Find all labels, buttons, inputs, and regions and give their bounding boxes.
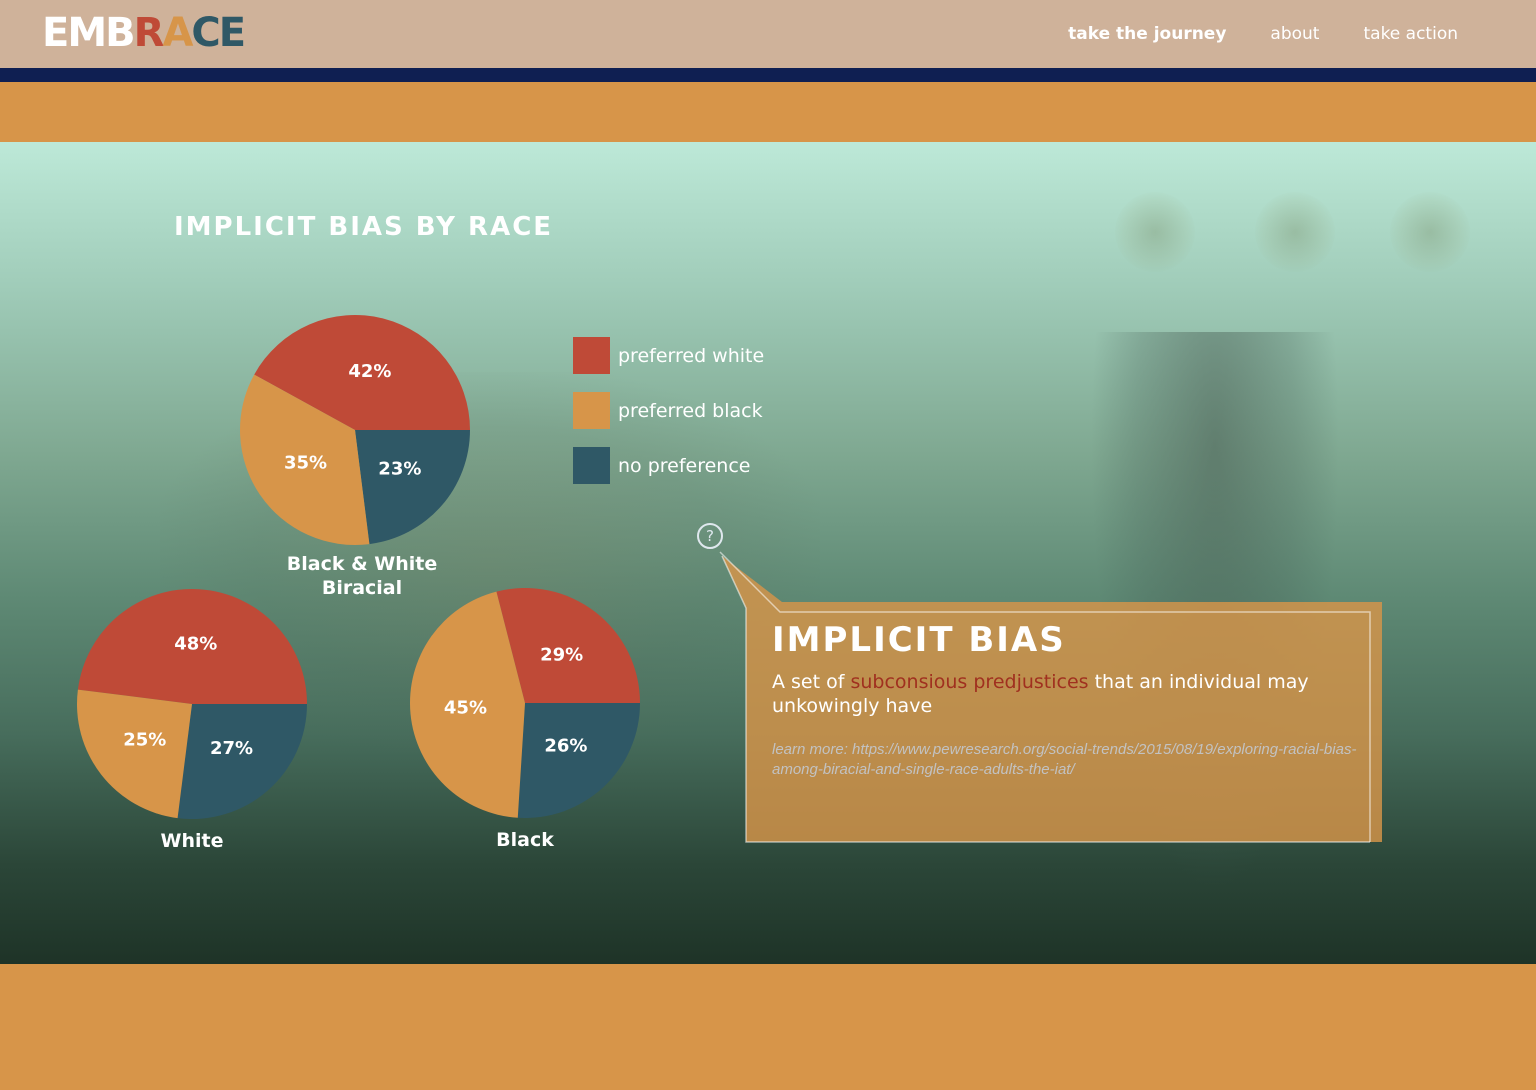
callout-description: A set of subconsious predjustices that a… xyxy=(772,670,1342,718)
logo-letter: E xyxy=(218,10,246,56)
logo-letter: C xyxy=(191,10,220,56)
logo-letter: M xyxy=(67,10,107,56)
legend-label: no preference xyxy=(618,454,751,477)
nav-take-action[interactable]: take action xyxy=(1363,24,1458,44)
pie-percent-label: 42% xyxy=(348,361,391,382)
callout-background xyxy=(722,556,1382,842)
desc-highlight: subconsious predjustices xyxy=(850,671,1089,693)
pie-title: Black xyxy=(496,829,554,851)
chart-legend: preferred white preferred black no prefe… xyxy=(573,337,764,502)
legend-item-preferred-black: preferred black xyxy=(573,392,764,429)
pie-slice-preferred-white xyxy=(496,588,640,703)
pie-slice-preferred-white xyxy=(254,314,470,430)
chart-title: IMPLICIT BIAS BY RACE xyxy=(174,212,554,242)
implicit-bias-callout: IMPLICIT BIAS A set of subconsious predj… xyxy=(746,610,1370,842)
pie-percent-label: 26% xyxy=(544,736,587,757)
logo-letter: E xyxy=(42,10,69,56)
logo-letter: A xyxy=(162,10,193,56)
logo-letter: R xyxy=(133,10,165,56)
pie-slice-no-preference xyxy=(355,430,470,545)
legend-swatch xyxy=(573,447,610,484)
pie-title: Black & White xyxy=(287,553,437,575)
callout-border xyxy=(719,551,1371,842)
logo-letter: B xyxy=(105,10,135,56)
pie-percent-label: 23% xyxy=(378,459,421,480)
background-blur-circle xyxy=(1390,192,1470,272)
pie-percent-label: 29% xyxy=(540,645,583,666)
pie-title: White xyxy=(161,830,224,852)
pie-slice-preferred-black xyxy=(77,689,192,819)
pie-slice-preferred-white xyxy=(77,588,308,704)
pie-percent-label: 25% xyxy=(123,730,166,751)
pie-slice-preferred-black xyxy=(409,591,525,818)
desc-suffix: that an individual may unkowingly have xyxy=(772,671,1309,717)
site-header: EMBRACE take the journey about take acti… xyxy=(0,0,1536,68)
legend-label: preferred white xyxy=(618,344,765,367)
legend-label: preferred black xyxy=(618,399,763,422)
embrace-logo[interactable]: EMBRACE xyxy=(42,9,246,57)
callout-title: IMPLICIT BIAS xyxy=(772,620,1066,660)
orange-band xyxy=(0,82,1536,142)
legend-item-no-preference: no preference xyxy=(573,447,764,484)
legend-item-preferred-white: preferred white xyxy=(573,337,764,374)
desc-prefix: A set of xyxy=(772,671,851,693)
main-nav: take the journey about take action xyxy=(1068,0,1458,68)
footer-band xyxy=(0,964,1536,1090)
callout-frame xyxy=(719,551,1382,843)
legend-swatch xyxy=(573,392,610,429)
pie-percent-label: 45% xyxy=(444,698,487,719)
chart-scene: IMPLICIT BIAS BY RACE 42% 23% 35% Black & W… xyxy=(0,142,1536,964)
nav-take-the-journey[interactable]: take the journey xyxy=(1068,24,1227,44)
navy-divider xyxy=(0,68,1536,82)
background-blur-circle xyxy=(1115,192,1195,272)
pie-percent-label: 48% xyxy=(174,633,217,654)
pie-slice-no-preference xyxy=(177,704,307,819)
pie-slice-no-preference xyxy=(517,703,640,818)
help-question-icon[interactable]: ? xyxy=(697,523,723,549)
learn-more-link[interactable]: learn more: https://www.pewresearch.org/… xyxy=(772,741,1357,778)
nav-about[interactable]: about xyxy=(1270,24,1320,44)
pie-slice-preferred-black xyxy=(239,374,370,545)
background-blur-circle xyxy=(1255,192,1335,272)
pie-percent-label: 27% xyxy=(210,738,253,759)
pie-title: Biracial xyxy=(322,577,402,599)
callout-border xyxy=(721,555,1370,843)
legend-swatch xyxy=(573,337,610,374)
pie-percent-label: 35% xyxy=(284,453,327,474)
